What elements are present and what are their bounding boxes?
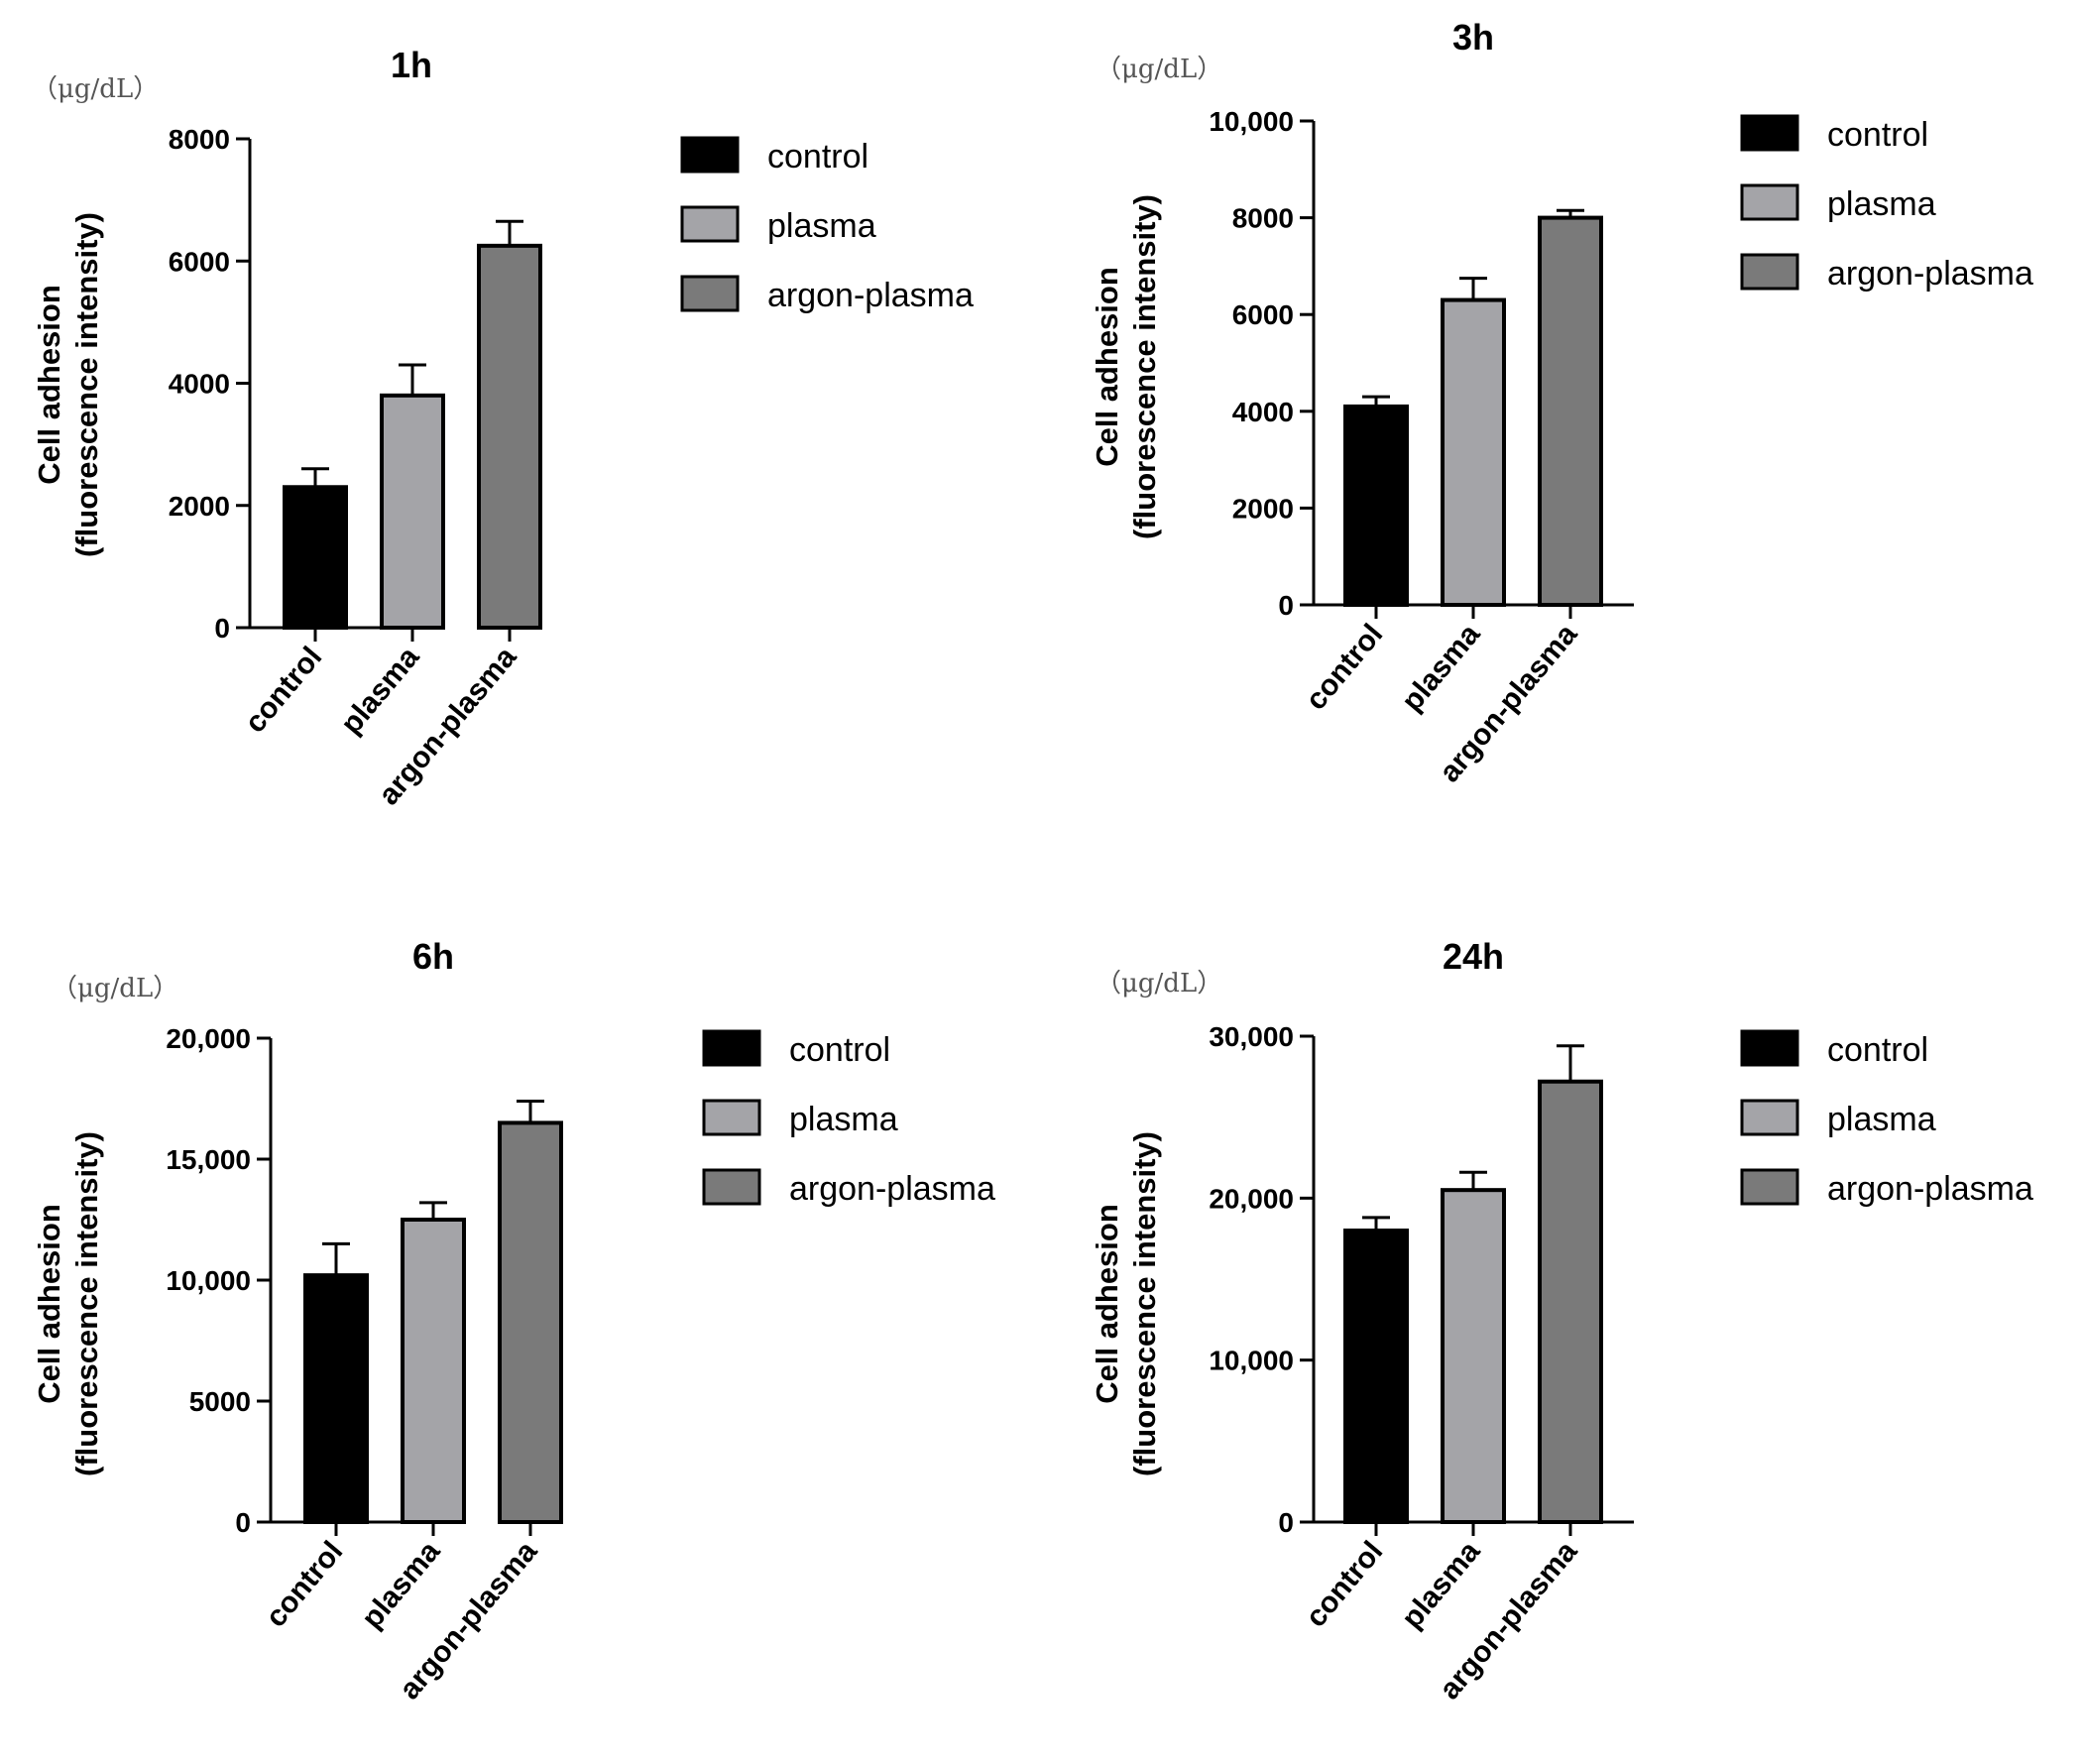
y-axis-label-line2: (fluorescence intensity)	[69, 1131, 104, 1476]
legend-label-argon-plasma: argon-plasma	[767, 277, 974, 314]
y-tick-label: 6000	[1232, 299, 1294, 330]
legend-swatch-argon-plasma	[680, 275, 740, 312]
y-tick-label: 4000	[1232, 397, 1294, 427]
y-tick-label: 8000	[169, 124, 230, 155]
legend-label-argon-plasma: argon-plasma	[1827, 1170, 2033, 1208]
y-tick-label: 5000	[189, 1386, 251, 1417]
legend-swatch-argon-plasma	[1740, 253, 1799, 291]
x-tick-label-plasma: plasma	[1396, 618, 1487, 718]
bar-control	[1343, 1229, 1409, 1524]
y-axis-label-line1: Cell adhesion	[32, 1204, 66, 1404]
legend-label-control: control	[1827, 116, 1928, 154]
y-axis-label-line1: Cell adhesion	[1090, 267, 1124, 467]
legend-label-argon-plasma: argon-plasma	[789, 1170, 995, 1208]
x-tick-label-plasma: plasma	[356, 1535, 447, 1635]
chart-panel-24h: 24h （μg/dL） Cell adhesion(fluorescence int…	[1090, 936, 2033, 1705]
y-tick-label: 10,000	[166, 1265, 251, 1296]
legend-swatch-plasma	[1740, 183, 1799, 221]
y-axis-label-line1: Cell adhesion	[32, 285, 66, 485]
x-tick-label-control: control	[1300, 1535, 1390, 1633]
bar-argon-plasma	[477, 243, 542, 630]
legend-swatch-control	[680, 136, 740, 174]
x-tick-label-control: control	[260, 1535, 350, 1633]
y-axis-label: Cell adhesion(fluorescence intensity)	[32, 212, 104, 557]
y-tick-label: 4000	[169, 369, 230, 400]
x-tick-label-plasma: plasma	[1396, 1535, 1487, 1635]
y-tick-label: 2000	[1232, 493, 1294, 524]
legend-swatch-control	[1740, 114, 1799, 152]
x-tick-label-plasma: plasma	[335, 641, 426, 741]
x-tick-label-control: control	[1300, 618, 1390, 716]
bar-plasma	[1441, 297, 1506, 607]
chart-panel-1h: 1h （μg/dL） Cell adhesion(fluorescence inte…	[32, 45, 974, 811]
legend-swatch-plasma	[702, 1099, 761, 1136]
y-tick-label: 6000	[169, 246, 230, 277]
chart-title: 24h	[1443, 936, 1504, 977]
legend-swatch-argon-plasma	[702, 1168, 761, 1206]
x-tick-label-control: control	[239, 641, 329, 739]
unit-label: （μg/dL）	[32, 74, 159, 104]
legend-label-plasma: plasma	[1827, 1101, 1936, 1138]
legend-label-plasma: plasma	[767, 207, 876, 245]
legend-swatch-plasma	[1740, 1099, 1799, 1136]
bar-control	[1343, 404, 1409, 608]
legend-label-plasma: plasma	[1827, 185, 1936, 223]
chart-title: 6h	[412, 936, 454, 977]
bar-control	[303, 1273, 369, 1524]
chart-title: 3h	[1452, 17, 1494, 58]
y-tick-label: 30,000	[1209, 1021, 1294, 1052]
unit-label: （μg/dL）	[1096, 55, 1222, 84]
unit-label: （μg/dL）	[1096, 969, 1222, 999]
y-tick-label: 20,000	[166, 1023, 251, 1054]
chart-panel-6h: 6h （μg/dL） Cell adhesion(fluorescence inte…	[32, 936, 995, 1705]
legend-label-control: control	[789, 1031, 890, 1069]
y-axis-label-line2: (fluorescence intensity)	[69, 212, 104, 557]
bar-plasma	[1441, 1188, 1506, 1524]
bar-argon-plasma	[1538, 215, 1603, 607]
legend-swatch-control	[702, 1029, 761, 1067]
bar-argon-plasma	[1538, 1079, 1603, 1524]
bar-argon-plasma	[498, 1120, 563, 1525]
y-tick-label: 10,000	[1209, 1346, 1294, 1376]
legend-swatch-control	[1740, 1029, 1799, 1067]
legend-swatch-plasma	[680, 205, 740, 243]
legend-swatch-argon-plasma	[1740, 1168, 1799, 1206]
y-tick-label: 10,000	[1209, 106, 1294, 137]
y-axis-label-line1: Cell adhesion	[1090, 1204, 1124, 1404]
legend-label-plasma: plasma	[789, 1101, 898, 1138]
y-tick-label: 20,000	[1209, 1183, 1294, 1214]
legend-label-argon-plasma: argon-plasma	[1827, 255, 2033, 293]
bar-plasma	[380, 393, 445, 631]
y-axis-label: Cell adhesion(fluorescence intensity)	[1090, 1131, 1162, 1476]
y-tick-label: 0	[214, 613, 230, 644]
chart-title: 1h	[391, 45, 432, 85]
unit-label: （μg/dL）	[52, 974, 178, 1003]
bar-plasma	[401, 1218, 466, 1524]
legend-label-control: control	[1827, 1031, 1928, 1069]
y-tick-label: 8000	[1232, 203, 1294, 234]
y-axis-label-line2: (fluorescence intensity)	[1127, 194, 1162, 539]
y-axis-label: Cell adhesion(fluorescence intensity)	[1090, 194, 1162, 539]
bar-control	[283, 485, 348, 631]
y-tick-label: 0	[235, 1507, 251, 1538]
y-tick-label: 0	[1278, 1507, 1294, 1538]
chart-panel-3h: 3h （μg/dL） Cell adhesion(fluorescence inte…	[1090, 17, 2033, 788]
y-tick-label: 15,000	[166, 1144, 251, 1175]
y-tick-label: 2000	[169, 491, 230, 522]
y-axis-label: Cell adhesion(fluorescence intensity)	[32, 1131, 104, 1476]
y-axis-label-line2: (fluorescence intensity)	[1127, 1131, 1162, 1476]
legend-label-control: control	[767, 138, 868, 176]
y-tick-label: 0	[1278, 590, 1294, 621]
